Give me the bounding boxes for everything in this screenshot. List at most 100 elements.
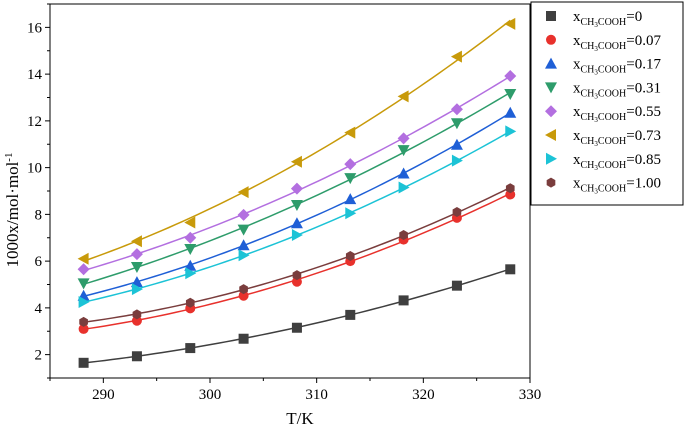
data-point (79, 316, 88, 327)
data-point (345, 207, 357, 220)
data-point (290, 217, 303, 229)
plot-area (77, 17, 517, 368)
data-point (131, 315, 142, 326)
data-point (238, 249, 250, 262)
data-point (344, 158, 357, 171)
data-point (344, 126, 356, 139)
data-point (398, 295, 409, 306)
data-point (399, 229, 408, 240)
data-point (291, 276, 302, 287)
legend-label: xCH3COOH=0 (573, 9, 642, 29)
data-point (451, 154, 463, 167)
data-point (185, 267, 197, 280)
data-point (452, 207, 462, 218)
legend-entry: xCH3COOH=0.31 (545, 80, 661, 100)
y-tick-label: 10 (27, 161, 42, 177)
data-point (397, 132, 410, 145)
series-5 (77, 17, 516, 265)
x-tick-label: 310 (305, 387, 328, 403)
data-point (397, 167, 410, 179)
legend-marker (546, 11, 556, 21)
data-point (184, 259, 197, 271)
data-point (504, 106, 517, 118)
legend-marker (546, 152, 557, 165)
data-point (130, 235, 142, 248)
y-tick-label: 6 (35, 254, 43, 270)
legend-box (530, 1, 684, 206)
data-point (397, 90, 409, 103)
legend-entry: xCH3COOH=0.07 (546, 33, 661, 53)
data-point (237, 186, 249, 199)
y-axis-label: 1000x/mol·mol-1 (3, 153, 22, 268)
data-point (344, 173, 357, 185)
legend-label: xCH3COOH=0.85 (573, 152, 661, 172)
data-point (290, 155, 302, 168)
legend-label: xCH3COOH=1.00 (573, 176, 661, 196)
data-point (504, 69, 517, 82)
data-point (505, 264, 516, 275)
series-1 (78, 189, 516, 334)
data-point (131, 351, 142, 362)
data-point (239, 284, 248, 295)
legend-label: xCH3COOH=0.07 (573, 33, 661, 53)
legend-marker (546, 177, 556, 188)
data-point (238, 290, 249, 301)
data-point (290, 182, 303, 195)
data-point (184, 231, 197, 244)
y-tick-label: 4 (35, 301, 43, 317)
data-point (505, 183, 515, 194)
data-point (184, 243, 197, 255)
y-axis-label-main: 1000x/mol·mol (3, 161, 22, 267)
data-point (77, 278, 90, 290)
data-point (290, 200, 303, 212)
data-point (237, 239, 250, 251)
legend-entry: xCH3COOH=0.85 (546, 152, 661, 172)
data-point (184, 216, 196, 229)
legend-entry: xCH3COOH=0.17 (545, 57, 661, 77)
data-point (450, 103, 463, 116)
y-tick-label: 16 (27, 20, 43, 36)
y-axis-label-superscript: -1 (3, 153, 15, 162)
legend-entry: xCH3COOH=0.73 (545, 128, 661, 148)
y-tick-label: 2 (35, 348, 43, 364)
axes: 290 300 310 320 330 2 4 6 8 10 12 14 16 (27, 3, 542, 403)
data-point (132, 309, 142, 320)
data-point (131, 283, 143, 296)
y-tick-label: 14 (27, 67, 43, 83)
data-point (504, 17, 516, 30)
data-point (505, 189, 516, 200)
data-point (450, 50, 462, 63)
legend-marker (545, 105, 557, 118)
data-point (344, 193, 357, 205)
x-tick-label: 330 (519, 387, 542, 403)
series-3 (77, 88, 517, 290)
data-point (450, 118, 463, 130)
legend-entry: xCH3COOH=1.00 (546, 176, 661, 196)
legend-label: xCH3COOH=0.55 (573, 104, 661, 124)
data-point (77, 252, 89, 265)
series-7 (79, 183, 515, 327)
data-point (78, 296, 90, 309)
data-point (345, 250, 355, 261)
legend-entry: xCH3COOH=0.55 (545, 104, 661, 124)
series-4 (77, 69, 517, 276)
series-0 (78, 264, 516, 368)
x-tick-label: 300 (199, 387, 222, 403)
data-point (237, 208, 250, 221)
data-point (505, 125, 517, 138)
data-point (345, 309, 356, 320)
data-point (398, 181, 410, 194)
x-tick-label: 290 (92, 387, 115, 403)
legend-label: xCH3COOH=0.17 (573, 57, 661, 77)
x-tick-label: 320 (412, 387, 435, 403)
legend-entry: xCH3COOH=0 (546, 9, 642, 29)
data-point (130, 261, 143, 273)
data-point (291, 228, 303, 241)
data-point (237, 224, 250, 236)
legend-label: xCH3COOH=0.73 (573, 128, 661, 148)
x-axis-label: T/K (286, 409, 314, 428)
legend-marker (545, 129, 556, 141)
legend-marker (545, 57, 557, 69)
